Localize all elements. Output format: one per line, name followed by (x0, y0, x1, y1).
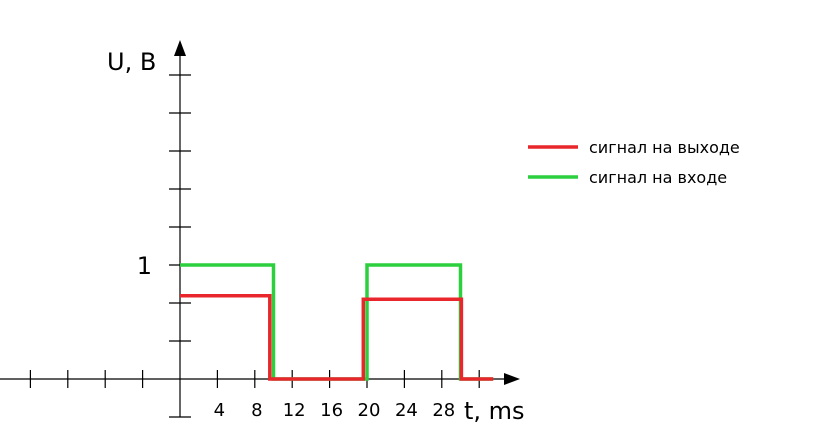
x-tick-label: 20 (358, 400, 381, 421)
series-line (180, 263, 494, 381)
x-axis-arrow-icon (504, 373, 520, 385)
y-axis-label: U, B (107, 48, 156, 76)
x-tick-label: 12 (283, 400, 306, 421)
y-axis-arrow-icon (174, 40, 186, 56)
legend: сигнал на выходе сигнал на входе (528, 138, 740, 187)
legend-label: сигнал на входе (589, 168, 727, 187)
x-tick-label: 28 (432, 400, 455, 421)
y-tick-labels: 1 (137, 252, 152, 280)
x-tick-label: 24 (395, 400, 418, 421)
legend-label: сигнал на выходе (589, 138, 740, 157)
x-tick-label: 16 (320, 400, 343, 421)
x-axis-label: t, ms (464, 397, 525, 425)
x-tick-labels: 4 8 12 16 20 24 28 (214, 400, 456, 421)
x-tick-label: 8 (251, 400, 262, 421)
series-layer (180, 263, 494, 381)
axes (0, 40, 520, 418)
y-tick-label: 1 (137, 252, 152, 280)
series-line (180, 294, 494, 381)
x-tick-label: 4 (214, 400, 225, 421)
